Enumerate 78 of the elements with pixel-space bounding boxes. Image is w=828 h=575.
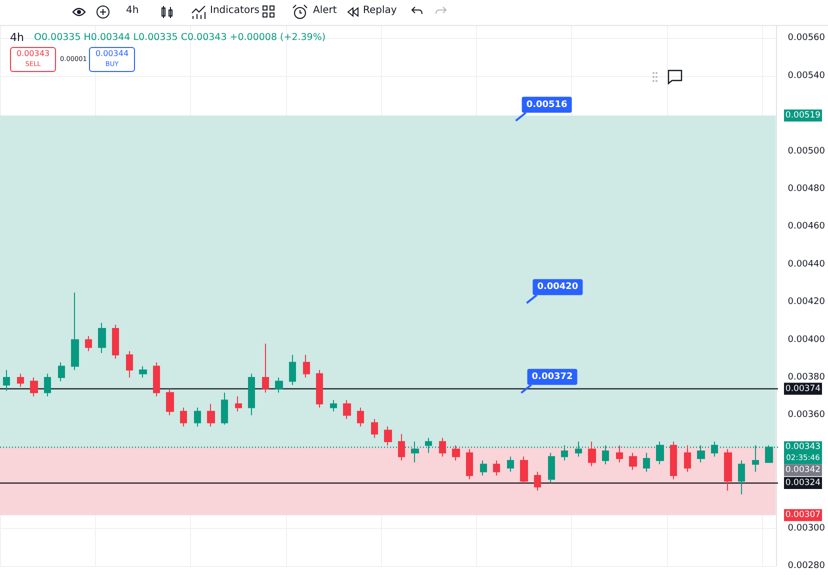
- y-tick-label: 0.00280: [788, 561, 826, 571]
- candlestick: [194, 407, 201, 428]
- band-label: 0.00519: [785, 110, 821, 120]
- text: 0.00342: [785, 465, 821, 476]
- ref-line-label: 0.00374: [785, 384, 821, 394]
- candlestick: [384, 426, 392, 446]
- annotation: 0.00343: [15, 49, 51, 59]
- candlestick: [303, 354, 310, 378]
- y-tick-label: 0.00440: [788, 259, 826, 270]
- candlestick: [507, 456, 514, 472]
- text: O0.00335 H0.00344 L0.00335 C0.00343 +0.00008 (+2.39%): [34, 32, 326, 43]
- candlestick: [139, 366, 147, 378]
- candlestick: [235, 396, 242, 412]
- y-tick-label: 0.00360: [788, 410, 826, 420]
- candlestick: [357, 407, 364, 428]
- candlestick: [289, 354, 296, 386]
- candlestick: [166, 388, 174, 416]
- candlestick: [588, 441, 596, 467]
- y-tick-label: 0.00540: [788, 70, 826, 81]
- candlestick: [738, 460, 745, 495]
- band-label: 0.00307: [785, 510, 821, 520]
- candlestick: [262, 343, 269, 394]
- candlestick: [371, 418, 378, 438]
- text: Alert: [313, 5, 337, 16]
- text: 4h: [10, 31, 24, 44]
- text: 4h: [126, 5, 139, 16]
- candlestick: [493, 460, 500, 476]
- candlestick: [316, 369, 323, 408]
- candlestick: [330, 400, 337, 412]
- candlestick: [180, 407, 187, 428]
- candlestick: [71, 292, 79, 370]
- ref-line-label: 0.00343: [785, 442, 821, 452]
- candlestick: [711, 441, 718, 458]
- annotation: 0.00372: [532, 372, 573, 382]
- y-tick-label: 0.00420: [788, 297, 826, 308]
- candlestick: [548, 452, 555, 484]
- candlestick: [112, 324, 119, 360]
- y-tick-label: 0.00560: [788, 33, 826, 44]
- candlestick: [724, 448, 732, 492]
- candlestick: [466, 448, 473, 480]
- y-tick-label: 0.00380: [788, 372, 826, 382]
- text: Replay: [363, 5, 397, 16]
- candlestick: [207, 403, 215, 428]
- annotation: 0.00516: [526, 100, 568, 110]
- ref-line-label: 0.00324: [785, 478, 821, 488]
- candlestick: [275, 377, 283, 394]
- candlestick: [343, 400, 351, 420]
- candlestick: [3, 369, 10, 392]
- candlestick: [44, 373, 51, 397]
- text: Indicators: [210, 5, 260, 16]
- candlestick: [670, 441, 677, 480]
- candlestick: [684, 444, 691, 472]
- y-tick-label: 0.00300: [788, 523, 826, 534]
- candlestick: [520, 456, 528, 484]
- annotation: 0.00344: [94, 49, 130, 59]
- y-tick-label: 0.00480: [788, 184, 826, 194]
- candlestick: [398, 434, 405, 461]
- candlestick: [561, 444, 568, 461]
- y-tick-label: 0.00500: [788, 146, 826, 156]
- candlestick: [126, 350, 133, 378]
- candlestick: [452, 444, 460, 461]
- y-tick-label: 0.00460: [788, 222, 826, 232]
- candlestick: [248, 373, 255, 416]
- candlestick: [153, 362, 160, 397]
- candlestick: [643, 452, 650, 472]
- candlestick: [629, 452, 637, 470]
- candlestick: [17, 373, 24, 388]
- candlestick: [439, 437, 446, 458]
- candlestick: [85, 336, 92, 352]
- candlestick: [616, 444, 623, 463]
- candlestick: [58, 362, 65, 382]
- candlestick: [480, 460, 487, 476]
- candlestick: [534, 471, 541, 492]
- candlestick: [221, 392, 228, 426]
- candlestick: [98, 322, 106, 354]
- y-tick-label: 0.00400: [788, 334, 826, 345]
- candlestick: [30, 377, 38, 397]
- annotation: 0.00420: [537, 282, 578, 292]
